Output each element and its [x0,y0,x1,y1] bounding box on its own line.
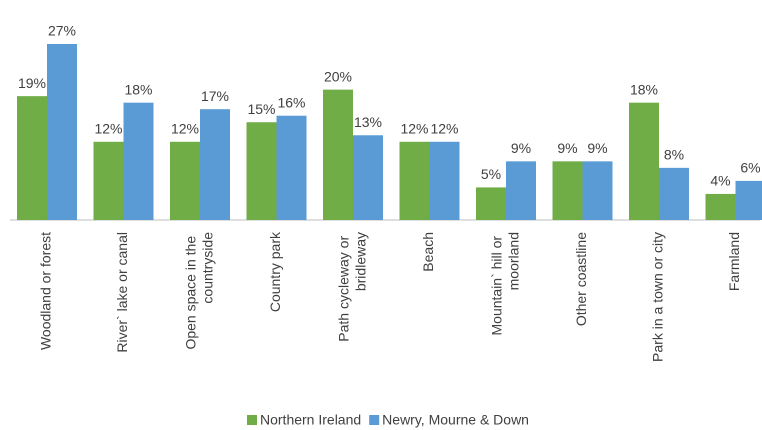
data-label: 20% [324,68,352,84]
x-tick-label-line: Mountain` hill or [488,232,504,336]
x-tick-label: Path cycleway or bridleway [335,232,368,342]
bar [47,44,77,220]
x-tick-label: Park in a town or city [650,232,666,362]
data-label: 18% [630,81,658,97]
bar [170,141,200,220]
data-label: 6% [740,160,760,176]
data-label: 27% [48,23,76,39]
x-tick-label: Beach [420,232,436,272]
x-tick-label: Other coastline [573,232,589,326]
data-label: 12% [400,120,428,136]
legend-label: Newry, Mourne & Down [382,412,529,428]
bar [323,89,353,220]
data-label: 13% [354,114,382,130]
data-label: 9% [557,140,577,156]
x-tick-label-line: bridleway [352,232,368,291]
data-label: 9% [511,140,531,156]
bar [17,96,47,220]
x-tick-label-line: Open space in the [182,232,198,350]
x-tick-label: River` lake or canal [114,232,130,353]
x-tick-label-line: Path cycleway or [335,232,351,342]
data-label: 5% [481,166,501,182]
data-label: 18% [124,81,152,97]
x-tick-label: Farmland [726,232,742,291]
x-tick-label-line: moorland [505,232,521,290]
bar [705,193,736,220]
data-label: 15% [247,101,275,117]
bar [506,161,536,220]
x-tick-label: Open space in the countryside [182,232,215,350]
data-label: 19% [18,75,46,91]
bar [735,180,762,220]
bar [246,122,277,220]
bar [200,109,230,220]
data-label: 8% [664,147,684,163]
data-label: 12% [94,120,122,136]
bar [429,141,460,220]
data-label: 12% [171,120,199,136]
bar [582,161,613,220]
bar [123,102,154,220]
x-tick-label: Country park [267,231,283,312]
bar [353,135,383,220]
legend-swatch [247,415,257,425]
data-label: 12% [430,120,458,136]
bar [476,187,506,220]
bar [552,161,583,220]
bar [399,141,430,220]
legend-label: Northern Ireland [260,412,361,428]
legend-swatch [369,415,380,425]
bar [659,167,689,220]
x-tick-label: Mountain` hill or moorland [488,232,521,336]
bar [93,141,124,220]
x-tick-label: Woodland or forest [38,232,54,350]
data-label: 9% [587,140,607,156]
x-tick-label-line: countryside [199,232,215,304]
bar [276,115,307,220]
bar [629,102,659,220]
data-label: 16% [277,94,305,110]
data-label: 17% [201,88,229,104]
data-label: 4% [710,173,730,189]
